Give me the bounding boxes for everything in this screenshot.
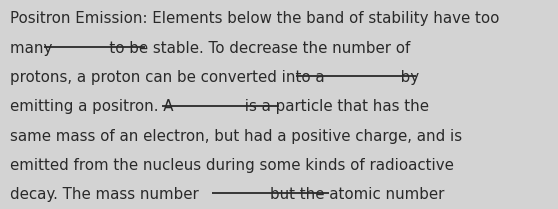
Text: Positron Emission: Elements below the band of stability have too: Positron Emission: Elements below the ba… <box>10 11 499 27</box>
Text: protons, a proton can be converted into a                by: protons, a proton can be converted into … <box>10 70 419 85</box>
Text: many            to be stable. To decrease the number of: many to be stable. To decrease the numbe… <box>10 41 411 56</box>
Text: emitted from the nucleus during some kinds of radioactive: emitted from the nucleus during some kin… <box>10 158 454 173</box>
Text: emitting a positron. A               is a particle that has the: emitting a positron. A is a particle tha… <box>10 99 429 114</box>
Text: same mass of an electron, but had a positive charge, and is: same mass of an electron, but had a posi… <box>10 129 462 144</box>
Text: decay. The mass number               but the atomic number: decay. The mass number but the atomic nu… <box>10 187 444 202</box>
